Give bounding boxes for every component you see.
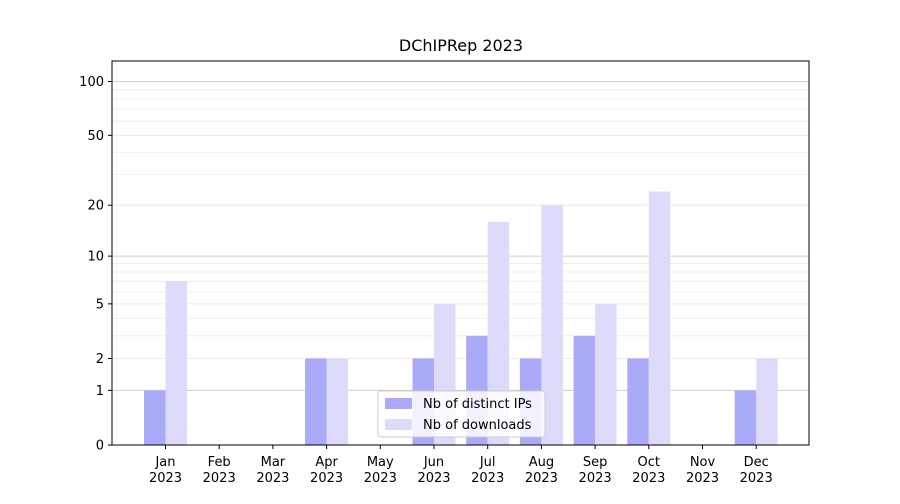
y-tick-label: 2 [96, 352, 104, 367]
y-tick-label: 1 [96, 384, 104, 399]
x-tick-label-year: 2023 [149, 471, 182, 486]
legend-label: Nb of downloads [423, 418, 532, 433]
bar-downloads [595, 303, 617, 445]
legend-label: Nb of distinct IPs [423, 397, 532, 412]
x-tick-label-year: 2023 [525, 471, 558, 486]
bar-downloads [326, 358, 349, 445]
bar-distinct-ips [573, 335, 596, 445]
legend-box [377, 390, 546, 438]
bar-downloads [541, 205, 563, 445]
x-tick-label-month: May [367, 455, 394, 470]
plot-frame [111, 60, 810, 446]
x-tick-label-month: Nov [690, 455, 716, 470]
y-tick-label: 20 [87, 199, 104, 214]
legend-swatch [385, 398, 412, 409]
x-tick-label-month: Dec [744, 455, 769, 470]
x-tick-label-year: 2023 [632, 471, 665, 486]
y-axis: 0 1 2 5 10 20 50 100 [79, 75, 112, 454]
y-tick-label: 0 [96, 439, 104, 454]
bar-downloads [756, 358, 778, 445]
x-tick-label-month: Mar [261, 455, 286, 470]
x-tick-label-month: Aug [529, 455, 554, 470]
legend-swatch [385, 419, 412, 430]
y-tick-label: 10 [87, 250, 104, 265]
x-tick-label-year: 2023 [256, 471, 289, 486]
legend: Nb of distinct IPs Nb of downloads [377, 390, 546, 438]
y-tick-label: 50 [87, 129, 104, 144]
x-tick-label-month: Apr [315, 455, 338, 470]
chart-title: DChIPRep 2023 [399, 36, 523, 55]
x-tick-label-year: 2023 [686, 471, 719, 486]
grid-layer [112, 80, 809, 391]
y-tick-label: 5 [96, 297, 104, 312]
y-tick-label: 100 [79, 75, 104, 90]
bar-distinct-ips [305, 358, 327, 445]
x-tick-label-month: Oct [638, 455, 660, 470]
x-tick-label-year: 2023 [310, 471, 343, 486]
bar-downloads [648, 191, 671, 445]
bar-distinct-ips [627, 358, 649, 445]
x-tick-label-month: Jun [423, 455, 444, 470]
x-tick-label-year: 2023 [471, 471, 504, 486]
x-tick-label-year: 2023 [579, 471, 612, 486]
bar-distinct-ips [734, 390, 757, 445]
x-tick-label-month: Jan [154, 455, 175, 470]
bar-downloads [487, 221, 510, 445]
x-tick-label-month: Feb [208, 455, 231, 470]
x-tick-label-year: 2023 [364, 471, 397, 486]
x-tick-label-month: Sep [583, 455, 608, 470]
x-tick-label-year: 2023 [203, 471, 236, 486]
x-tick-label-year: 2023 [417, 471, 450, 486]
x-axis: Jan2023Feb2023Mar2023Apr2023May2023Jun20… [149, 445, 773, 486]
x-tick-label-month: Jul [479, 455, 496, 470]
bar-downloads [165, 281, 187, 445]
bar-distinct-ips [144, 390, 166, 445]
x-tick-label-year: 2023 [740, 471, 773, 486]
